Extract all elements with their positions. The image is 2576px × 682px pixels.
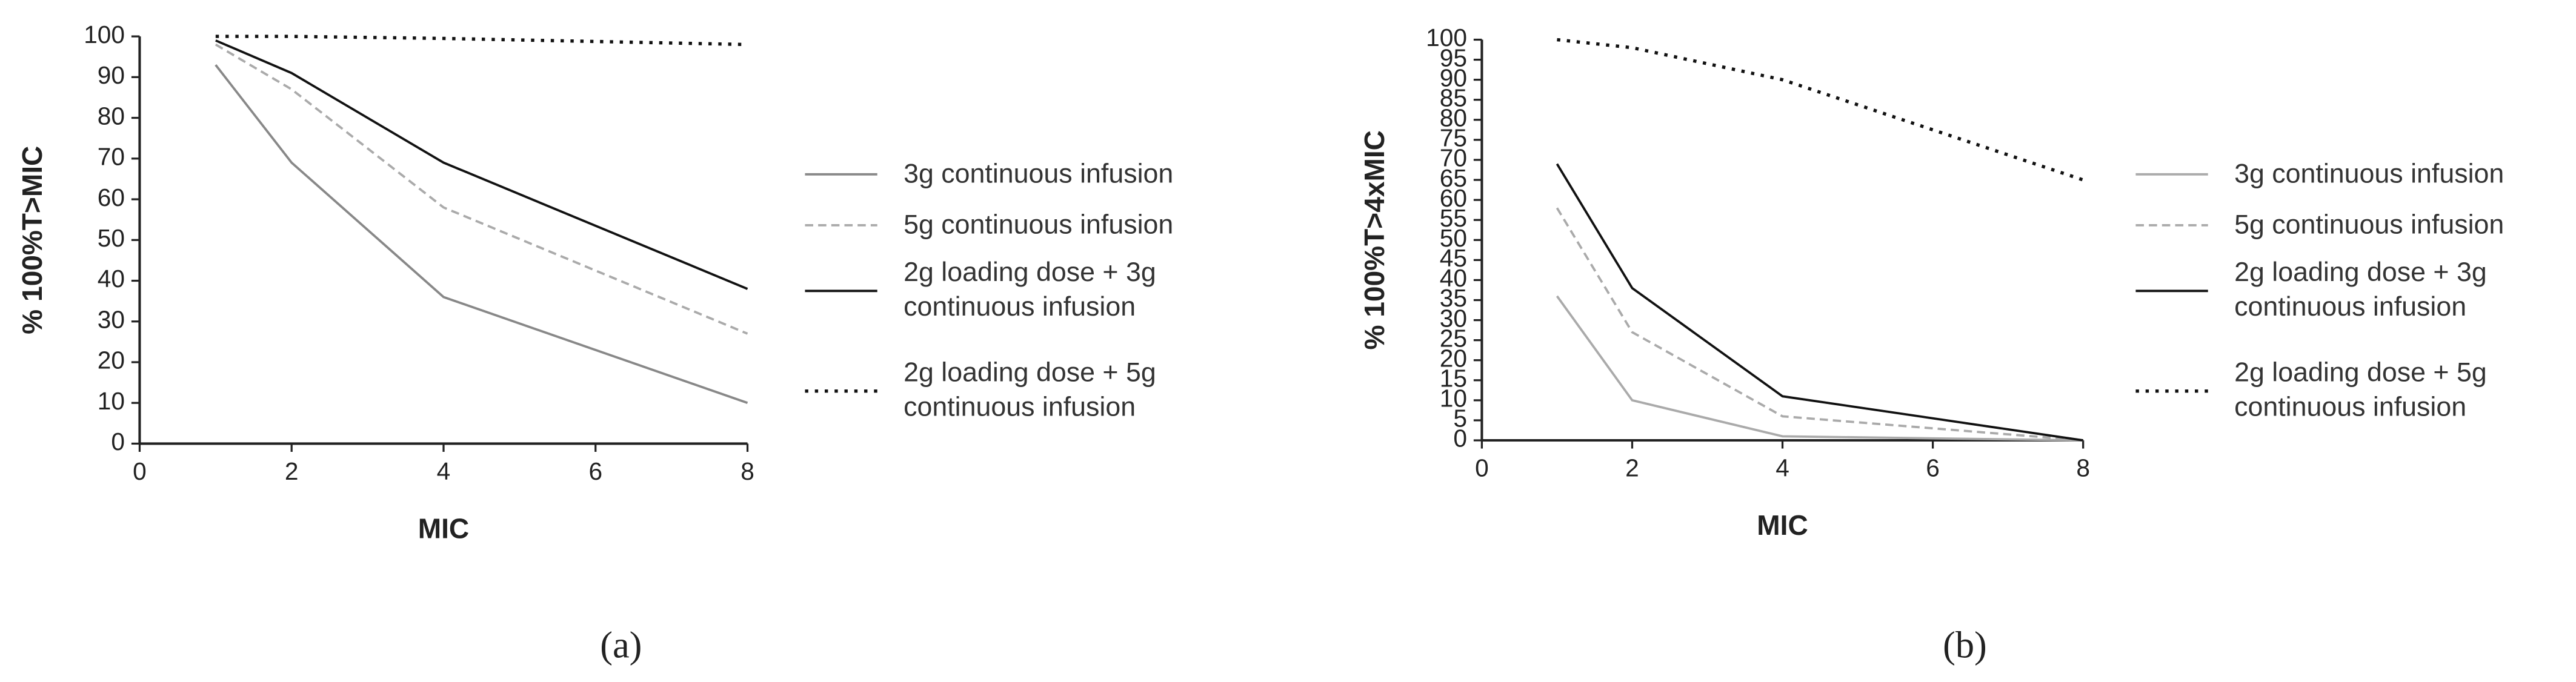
y-tick-label: 100: [1426, 24, 1467, 51]
x-tick-label: 8: [741, 457, 754, 485]
y-tick-label: 50: [1440, 224, 1467, 252]
x-tick-label: 2: [285, 457, 299, 485]
legend-label: 2g loading dose + 5g continuous infusion: [904, 358, 1156, 423]
y-tick-label: 5: [1453, 405, 1467, 432]
legend-label: 5g continuous infusion: [904, 210, 1174, 239]
y-tick-label: 20: [1440, 344, 1467, 372]
legend-label: 2g loading dose + 3g continuous infusion: [2234, 258, 2487, 322]
y-tick-label: 30: [1440, 304, 1467, 332]
y-tick-label: 60: [98, 184, 125, 211]
x-tick-label: 0: [1475, 454, 1489, 482]
y-tick-label: 20: [98, 346, 125, 374]
y-tick-label: 10: [1440, 385, 1467, 412]
legend-label: 3g continuous infusion: [904, 159, 1174, 188]
legend-item: 5g continuous infusion: [904, 210, 1174, 239]
y-tick-label: 50: [98, 224, 125, 252]
y-tick-label: 30: [98, 305, 125, 333]
y-tick-label: 90: [1440, 64, 1467, 91]
y-tick-label: 60: [1440, 184, 1467, 212]
y-tick-label: 70: [98, 143, 125, 171]
x-tick-label: 4: [437, 457, 451, 485]
y-tick-label: 0: [1453, 425, 1467, 452]
y-tick-label: 100: [84, 21, 125, 48]
series-line: [1556, 295, 2083, 442]
y-tick-label: 90: [98, 61, 125, 89]
caption: (a): [600, 624, 642, 666]
x-tick-label: 8: [2076, 454, 2090, 482]
y-tick-label: 10: [98, 387, 125, 415]
x-tick-label: 0: [133, 457, 147, 485]
y-tick-label: 85: [1440, 84, 1467, 111]
legend-item: 5g continuous infusion: [2234, 210, 2504, 239]
y-tick-label: 70: [1440, 144, 1467, 172]
y-tick-label: 65: [1440, 164, 1467, 192]
y-tick-label: 40: [98, 265, 125, 293]
legend-label: 3g continuous infusion: [2234, 159, 2504, 188]
legend-label: 5g continuous infusion: [2234, 210, 2504, 239]
legend-item: 3g continuous infusion: [904, 159, 1174, 188]
legend-label: 2g loading dose + 3g continuous infusion: [904, 258, 1156, 322]
legend-item: 3g continuous infusion: [2234, 159, 2504, 188]
y-tick-label: 55: [1440, 204, 1467, 232]
series-line: [215, 39, 748, 290]
legend-item: 2g loading dose + 5g continuous infusion: [2234, 358, 2487, 423]
y-tick-label: 40: [1440, 264, 1467, 292]
y-axis-label: % 100%T>4xMIC: [1359, 130, 1390, 349]
legend-item: 2g loading dose + 3g continuous infusion: [904, 258, 1156, 322]
series-line: [1556, 207, 2083, 442]
series-line: [215, 43, 748, 335]
y-tick-label: 15: [1440, 365, 1467, 392]
legend-item: 2g loading dose + 5g continuous infusion: [904, 358, 1156, 423]
legend-label: 2g loading dose + 5g continuous infusion: [2234, 358, 2487, 423]
x-tick-label: 6: [588, 457, 602, 485]
y-tick-label: 95: [1440, 44, 1467, 71]
x-tick-label: 6: [1926, 454, 1940, 482]
x-axis-label: MIC: [418, 512, 469, 544]
y-axis-label: % 100%T>MIC: [16, 146, 48, 334]
y-tick-label: 80: [1440, 104, 1467, 132]
y-tick-label: 0: [111, 428, 125, 455]
y-tick-label: 25: [1440, 324, 1467, 352]
series-line: [215, 64, 748, 405]
series-line: [1557, 38, 2084, 182]
x-tick-label: 2: [1625, 454, 1639, 482]
caption: (b): [1943, 624, 1987, 666]
x-tick-label: 4: [1776, 454, 1789, 482]
y-tick-label: 75: [1440, 124, 1467, 152]
y-tick-label: 35: [1440, 284, 1467, 312]
x-axis-label: MIC: [1757, 509, 1808, 541]
series-line: [1556, 163, 2083, 442]
y-tick-label: 80: [98, 102, 125, 130]
y-tick-label: 45: [1440, 244, 1467, 272]
series-line: [215, 35, 748, 47]
legend-item: 2g loading dose + 3g continuous infusion: [2234, 258, 2487, 322]
